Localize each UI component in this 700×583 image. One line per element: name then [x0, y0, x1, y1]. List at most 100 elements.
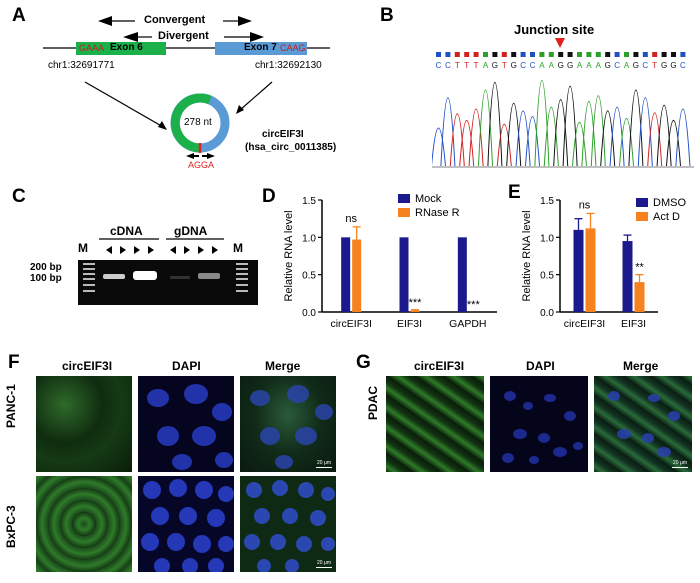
- trace-peak: [666, 119, 681, 167]
- base-square: [520, 52, 526, 57]
- divergent-arrow-left: [123, 32, 138, 42]
- base-square: [614, 52, 620, 57]
- junction-seq: AGGA: [188, 160, 215, 170]
- y-tick-label: 1.0: [302, 233, 316, 244]
- trace-peak: [478, 89, 493, 167]
- trace-peak: [515, 110, 531, 167]
- base-letter: G: [511, 61, 517, 70]
- gel-background: [78, 260, 258, 305]
- base-square: [539, 52, 545, 57]
- base-square: [671, 52, 676, 57]
- base-letter: T: [502, 61, 507, 70]
- trace-peak: [553, 99, 569, 167]
- convergent-primer-icon: [134, 246, 140, 254]
- panel-label-d: D: [262, 186, 276, 207]
- trace-peak: [628, 89, 644, 167]
- base-square: [680, 52, 686, 57]
- y-tick-label: 0.0: [540, 308, 554, 319]
- coord-right: chr1:32692130: [255, 60, 322, 71]
- base-square: [633, 52, 639, 57]
- base-letter: C: [436, 61, 442, 70]
- base-letter: C: [520, 61, 526, 70]
- base-letter: T: [652, 61, 657, 70]
- size-100: 100 bp: [30, 273, 62, 284]
- trace-peak: [581, 100, 597, 167]
- base-square: [483, 52, 488, 57]
- base-letter: G: [633, 61, 639, 70]
- circ-size: 278 nt: [184, 117, 212, 128]
- x-tick-label: circEIF3I: [330, 318, 371, 330]
- f-row-bxpc3: BxPC-3: [4, 505, 18, 548]
- trace-peak: [609, 106, 625, 167]
- trace-peak: [619, 118, 634, 167]
- panel-label-g: G: [356, 352, 371, 373]
- cdna-label: cDNA: [110, 224, 143, 238]
- y-tick-label: 0.0: [302, 308, 316, 319]
- micro-panc1-merge: 20 μm: [240, 376, 336, 472]
- trace-peak: [459, 119, 475, 167]
- g-col-merge: Merge: [623, 359, 659, 373]
- micro-bxpc3-merge: 20 μm: [240, 476, 336, 572]
- bar: [341, 237, 351, 312]
- base-letter: G: [670, 61, 676, 70]
- exon7-box: [215, 42, 307, 55]
- g-row-pdac: PDAC: [366, 385, 380, 420]
- base-square: [436, 52, 441, 57]
- chart-e: Relative RNA level 0.0 0.5 1.0 1.5 circEIF3I n…: [521, 196, 686, 330]
- gdna-label: gDNA: [174, 224, 208, 238]
- f-row-panc1: PANC-1: [4, 384, 18, 428]
- bar: [457, 237, 467, 312]
- base-square: [652, 52, 658, 57]
- base-letter: C: [680, 61, 686, 70]
- base-letter: A: [549, 61, 555, 70]
- trace-peak: [525, 116, 540, 167]
- base-letter: G: [661, 61, 667, 70]
- legend-label: RNase R: [415, 207, 460, 219]
- convergent-arrow-right: [238, 16, 252, 26]
- x-tick-label: EIF3I: [621, 318, 646, 330]
- legend-swatch: [636, 198, 648, 207]
- trace-peak: [534, 80, 550, 167]
- legend-swatch: [398, 194, 410, 203]
- trace-peak: [647, 112, 663, 167]
- panel-label-a: A: [12, 5, 26, 26]
- y-tick-label: 1.5: [540, 196, 554, 207]
- y-tick-label: 1.0: [540, 233, 554, 244]
- panel-label-f: F: [8, 352, 20, 373]
- base-square: [642, 52, 648, 57]
- base-square: [511, 52, 517, 57]
- base-letter: T: [464, 61, 469, 70]
- bar: [622, 241, 633, 312]
- trace-peak: [562, 86, 578, 167]
- circ-name: circEIF3I: [262, 129, 304, 140]
- y-axis-label: Relative RNA level: [521, 210, 533, 301]
- panel-label-b: B: [380, 5, 394, 26]
- base-letter: C: [614, 61, 620, 70]
- significance-label: ns: [579, 199, 591, 211]
- base-square: [501, 52, 507, 57]
- y-tick-label: 1.5: [302, 196, 316, 207]
- coord-left: chr1:32691771: [48, 60, 115, 71]
- trace-peak: [468, 108, 484, 167]
- gel-image: [78, 238, 258, 305]
- legend-label: Mock: [415, 193, 442, 205]
- junction-title: Junction site: [514, 22, 595, 37]
- base-letter: C: [445, 61, 451, 70]
- exon7-seq: CAAG: [280, 43, 306, 53]
- trace-peak: [600, 110, 616, 167]
- trace-peak: [506, 102, 522, 167]
- circ-id: (hsa_circ_0011385): [245, 142, 337, 153]
- base-letter: C: [530, 61, 536, 70]
- circrna-schematic: [43, 16, 330, 159]
- trace-peak: [440, 97, 456, 167]
- y-tick-label: 0.5: [302, 271, 316, 282]
- band-cdna-divergent: [103, 274, 125, 279]
- legend-swatch: [398, 208, 410, 217]
- chart-d: Relative RNA level 0.0 0.5 1.0 1.5 circEIF3I n…: [283, 193, 497, 330]
- trace-peak: [496, 124, 512, 167]
- x-tick-label: circEIF3I: [564, 318, 605, 330]
- scale-bar: 20 μm: [316, 560, 332, 568]
- marker-label-left: M: [78, 241, 88, 255]
- legend-label: Act D: [653, 211, 680, 223]
